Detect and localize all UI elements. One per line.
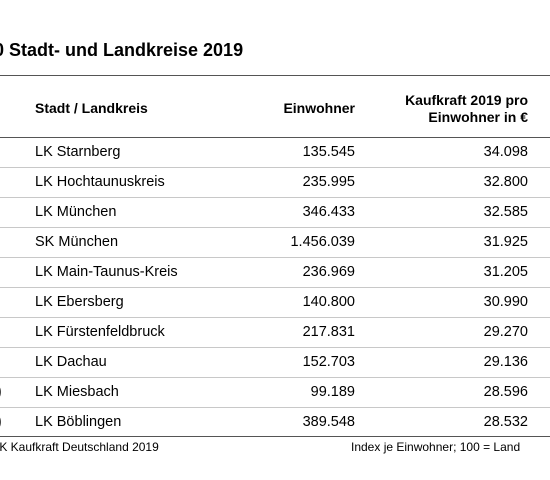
cell-kaufkraft: 28.532 bbox=[483, 414, 528, 430]
cell-kaufkraft: 34.098 bbox=[483, 144, 528, 160]
cell-name: LK Miesbach bbox=[35, 384, 119, 400]
cell-name: LK München bbox=[35, 204, 117, 220]
row-divider bbox=[0, 227, 550, 228]
cell-kaufkraft: 29.136 bbox=[483, 354, 528, 370]
table-row: LK Dachau 152.703 29.136 bbox=[0, 348, 550, 378]
cell-population: 217.831 bbox=[302, 324, 355, 340]
column-header-kaufkraft: Kaufkraft 2019 pro Einwohner in € bbox=[405, 92, 528, 126]
cell-name: LK Dachau bbox=[35, 354, 107, 370]
table-row: LK Starnberg 135.545 34.098 bbox=[0, 138, 550, 168]
cell-name: LK Böblingen bbox=[35, 414, 122, 430]
table-row: ) LK Miesbach 99.189 28.596 bbox=[0, 378, 550, 408]
cell-population: 152.703 bbox=[302, 354, 355, 370]
row-divider bbox=[0, 407, 550, 408]
cell-name: SK München bbox=[35, 234, 119, 250]
row-divider bbox=[0, 167, 550, 168]
cell-population: 135.545 bbox=[302, 144, 355, 160]
row-divider bbox=[0, 197, 550, 198]
cell-name: LK Starnberg bbox=[35, 144, 121, 160]
footer-source: /K Kaufkraft Deutschland 2019 bbox=[0, 440, 159, 454]
table-bottom-rule bbox=[0, 436, 550, 437]
column-header-kaufkraft-line1: Kaufkraft 2019 pro bbox=[405, 92, 528, 108]
table-row: SK München 1.456.039 31.925 bbox=[0, 228, 550, 258]
cell-population: 389.548 bbox=[302, 414, 355, 430]
cell-kaufkraft: 30.990 bbox=[483, 294, 528, 310]
cell-name: LK Fürstenfeldbruck bbox=[35, 324, 165, 340]
table-row: LK Ebersberg 140.800 30.990 bbox=[0, 288, 550, 318]
table-row: LK Fürstenfeldbruck 217.831 29.270 bbox=[0, 318, 550, 348]
cell-name: LK Hochtaunuskreis bbox=[35, 174, 165, 190]
cell-kaufkraft: 29.270 bbox=[483, 324, 528, 340]
cell-population: 235.995 bbox=[302, 174, 355, 190]
row-edge-mark: ) bbox=[0, 383, 2, 401]
table-row: LK Hochtaunuskreis 235.995 32.800 bbox=[0, 168, 550, 198]
header-top-rule bbox=[0, 75, 550, 76]
cell-name: LK Ebersberg bbox=[35, 294, 124, 310]
row-divider bbox=[0, 347, 550, 348]
column-header-kaufkraft-line2: Einwohner in € bbox=[428, 109, 528, 125]
cell-kaufkraft: 32.800 bbox=[483, 174, 528, 190]
cell-kaufkraft: 31.925 bbox=[483, 234, 528, 250]
table-title: 0 Stadt- und Landkreise 2019 bbox=[0, 40, 244, 60]
header-bottom-rule bbox=[0, 137, 550, 138]
table-row: LK Main-Taunus-Kreis 236.969 31.205 bbox=[0, 258, 550, 288]
cell-population: 236.969 bbox=[302, 264, 355, 280]
row-edge-mark: ) bbox=[0, 413, 2, 431]
cell-population: 140.800 bbox=[302, 294, 355, 310]
cell-population: 99.189 bbox=[310, 384, 355, 400]
table-row: LK München 346.433 32.585 bbox=[0, 198, 550, 228]
row-divider bbox=[0, 257, 550, 258]
cell-population: 1.456.039 bbox=[290, 234, 355, 250]
column-header-name: Stadt / Landkreis bbox=[35, 100, 148, 116]
table-row: ) LK Böblingen 389.548 28.532 bbox=[0, 408, 550, 438]
row-divider bbox=[0, 377, 550, 378]
cell-kaufkraft: 28.596 bbox=[483, 384, 528, 400]
footer-note: Index je Einwohner; 100 = Land bbox=[351, 440, 521, 454]
column-header-population: Einwohner bbox=[283, 100, 355, 116]
cell-kaufkraft: 31.205 bbox=[483, 264, 528, 280]
cell-population: 346.433 bbox=[302, 204, 355, 220]
row-divider bbox=[0, 287, 550, 288]
row-divider bbox=[0, 317, 550, 318]
cell-name: LK Main-Taunus-Kreis bbox=[35, 264, 178, 280]
cell-kaufkraft: 32.585 bbox=[483, 204, 528, 220]
